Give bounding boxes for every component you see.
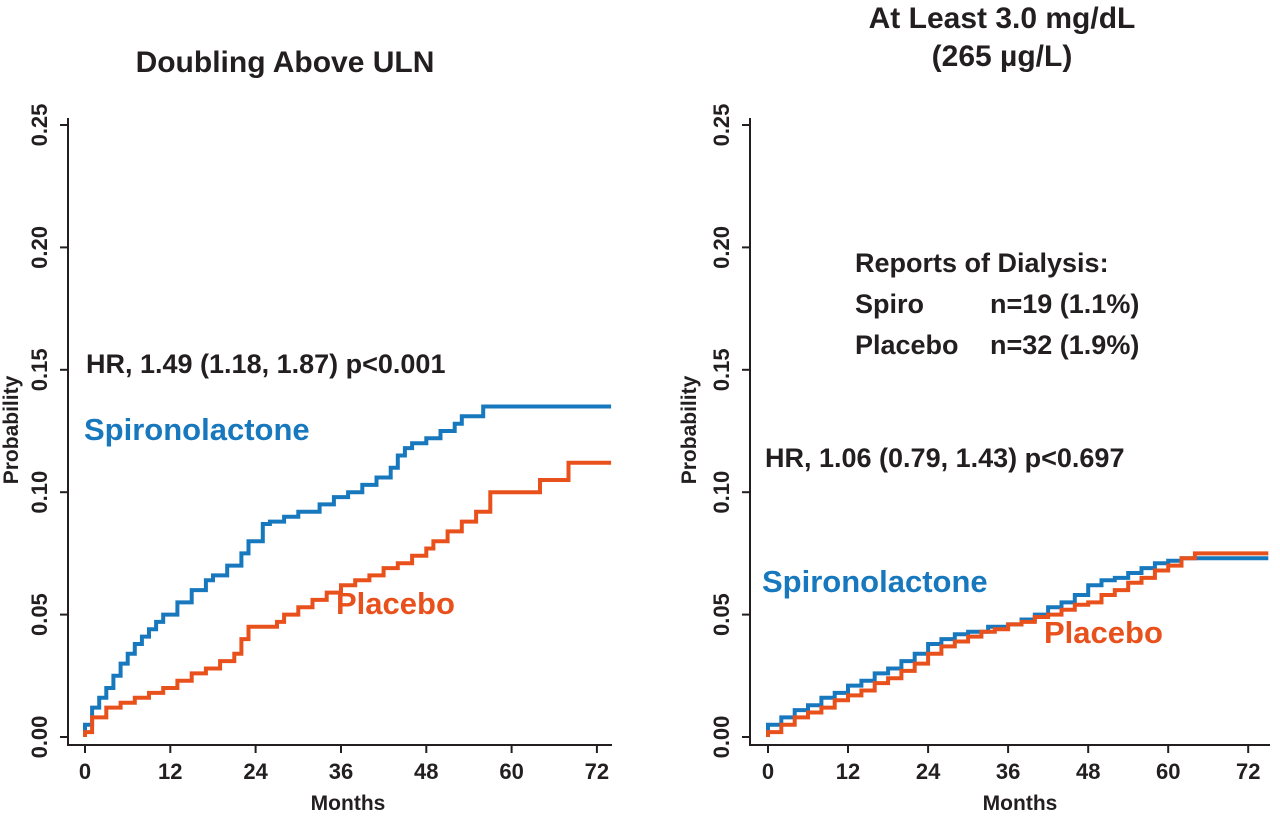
y-tick-label: 0.10 (709, 471, 734, 514)
x-tick-label: 36 (329, 759, 353, 784)
series-label-spironolactone-right: Spironolactone (762, 564, 988, 599)
hr-annotation-left: HR, 1.49 (1.18, 1.87) p<0.001 (86, 349, 445, 379)
panel-creatinine-3mg: At Least 3.0 mg/dL (265 µg/L) 0 12 24 36 48 6… (640, 0, 1280, 819)
axes (749, 118, 1270, 746)
series-label-placebo-right: Placebo (1044, 615, 1163, 650)
hr-annotation-right: HR, 1.06 (0.79, 1.43) p<0.697 (765, 443, 1124, 473)
y-tick-label: 0.25 (27, 104, 52, 147)
series-line-placebo (766, 551, 1269, 737)
y-tick-label: 0.05 (709, 593, 734, 636)
x-tick-label: 0 (79, 759, 91, 784)
dialysis-report-title: Reports of Dialysis: (855, 248, 1109, 278)
x-axis-label-right: Months (983, 792, 1058, 815)
series-line-placebo (83, 460, 612, 737)
plot-area-right: 0 12 24 36 48 60 72 0.00 0.05 0.10 0.15 0.20 0.25 (709, 104, 1270, 784)
series-label-placebo: Placebo (336, 586, 455, 621)
chart-doubling-uln: Doubling Above ULN 0 12 24 36 48 60 72 0.00 0.05… (0, 46, 612, 815)
y-tick-label: 0.15 (709, 348, 734, 391)
x-tick-label: 72 (585, 759, 609, 784)
series-label-spironolactone: Spironolactone (84, 412, 310, 447)
x-tick-label: 36 (996, 759, 1020, 784)
panel-doubling-uln: Doubling Above ULN 0 12 24 36 48 60 72 0.00 0.05… (0, 46, 612, 815)
y-tick-label: 0.00 (27, 716, 52, 759)
x-tick-label: 12 (836, 759, 860, 784)
x-tick-label: 60 (499, 759, 523, 784)
dialysis-placebo-label: Placebo (855, 330, 959, 360)
y-tick-label: 0.20 (27, 226, 52, 269)
y-tick-label: 0.00 (709, 716, 734, 759)
panel-title-right-line2: (265 µg/L) (932, 40, 1073, 73)
series-line-spironolactone (766, 556, 1269, 737)
x-tick-label: 12 (158, 759, 182, 784)
series-line-spironolactone (83, 404, 612, 737)
x-axis-label-left: Months (311, 792, 386, 815)
y-tick-label: 0.10 (27, 471, 52, 514)
panel-title-right-line1: At Least 3.0 mg/dL (869, 2, 1136, 35)
x-tick-label: 72 (1236, 759, 1260, 784)
plot-area-left: 0 12 24 36 48 60 72 0.00 0.05 0.10 0.15 0.20 0.25 (27, 104, 612, 784)
y-axis-label-right: Probability (678, 375, 701, 484)
x-tick-label: 24 (243, 759, 268, 784)
panel-title-left: Doubling Above ULN (136, 46, 435, 79)
chart-creatinine-3mg: At Least 3.0 mg/dL (265 µg/L) 0 12 24 36 48 6… (678, 2, 1270, 815)
x-tick-label: 0 (762, 759, 774, 784)
dialysis-placebo-value: n=32 (1.9%) (990, 330, 1139, 360)
x-tick-label: 24 (916, 759, 941, 784)
dialysis-spiro-value: n=19 (1.1%) (990, 289, 1139, 319)
x-tick-label: 60 (1156, 759, 1180, 784)
x-tick-label: 48 (414, 759, 438, 784)
y-tick-label: 0.25 (709, 104, 734, 147)
y-tick-label: 0.20 (709, 226, 734, 269)
axes (67, 118, 612, 746)
y-tick-label: 0.15 (27, 348, 52, 391)
y-axis-label-left: Probability (0, 375, 23, 484)
y-tick-label: 0.05 (27, 593, 52, 636)
dialysis-spiro-label: Spiro (855, 289, 924, 319)
x-tick-label: 48 (1076, 759, 1100, 784)
